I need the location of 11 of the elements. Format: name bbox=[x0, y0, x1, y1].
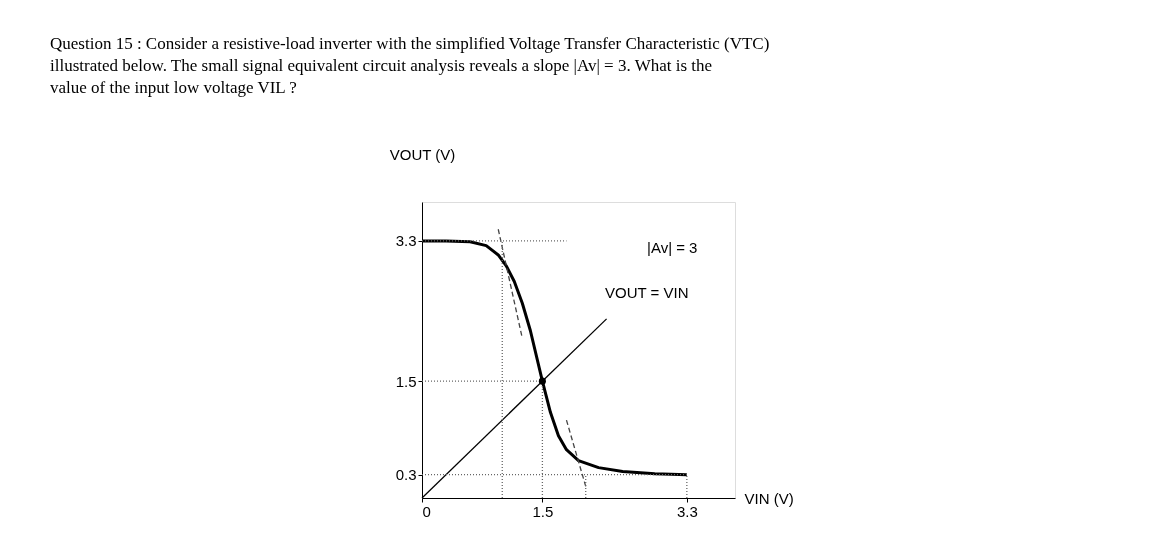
annotation: |Av| = 3 bbox=[647, 239, 698, 256]
chart-title: Question 15 : Consider a resistive-load inverter with the simplified Voltage Transfer Characteristic (VTC) illustrated below. The small signal equivalent circuit analysis reveals a slope |Av| = 3. What is the value of the input low voltage VIL ? bbox=[50, 34, 770, 97]
x-tick-label: 3.3 bbox=[676, 502, 698, 520]
x-tick-label: 0 bbox=[422, 502, 431, 520]
y-axis-title: VOUT (V) bbox=[389, 145, 456, 163]
y-tick-label: 3.3 bbox=[395, 232, 417, 250]
y-tick-label: 1.5 bbox=[395, 372, 417, 390]
x-tick-label: 1.5 bbox=[532, 502, 554, 520]
annotation: VOUT = VIN bbox=[605, 284, 689, 301]
x-axis-title: VIN (V) bbox=[744, 489, 794, 507]
y-tick-label: 0.3 bbox=[395, 466, 417, 484]
